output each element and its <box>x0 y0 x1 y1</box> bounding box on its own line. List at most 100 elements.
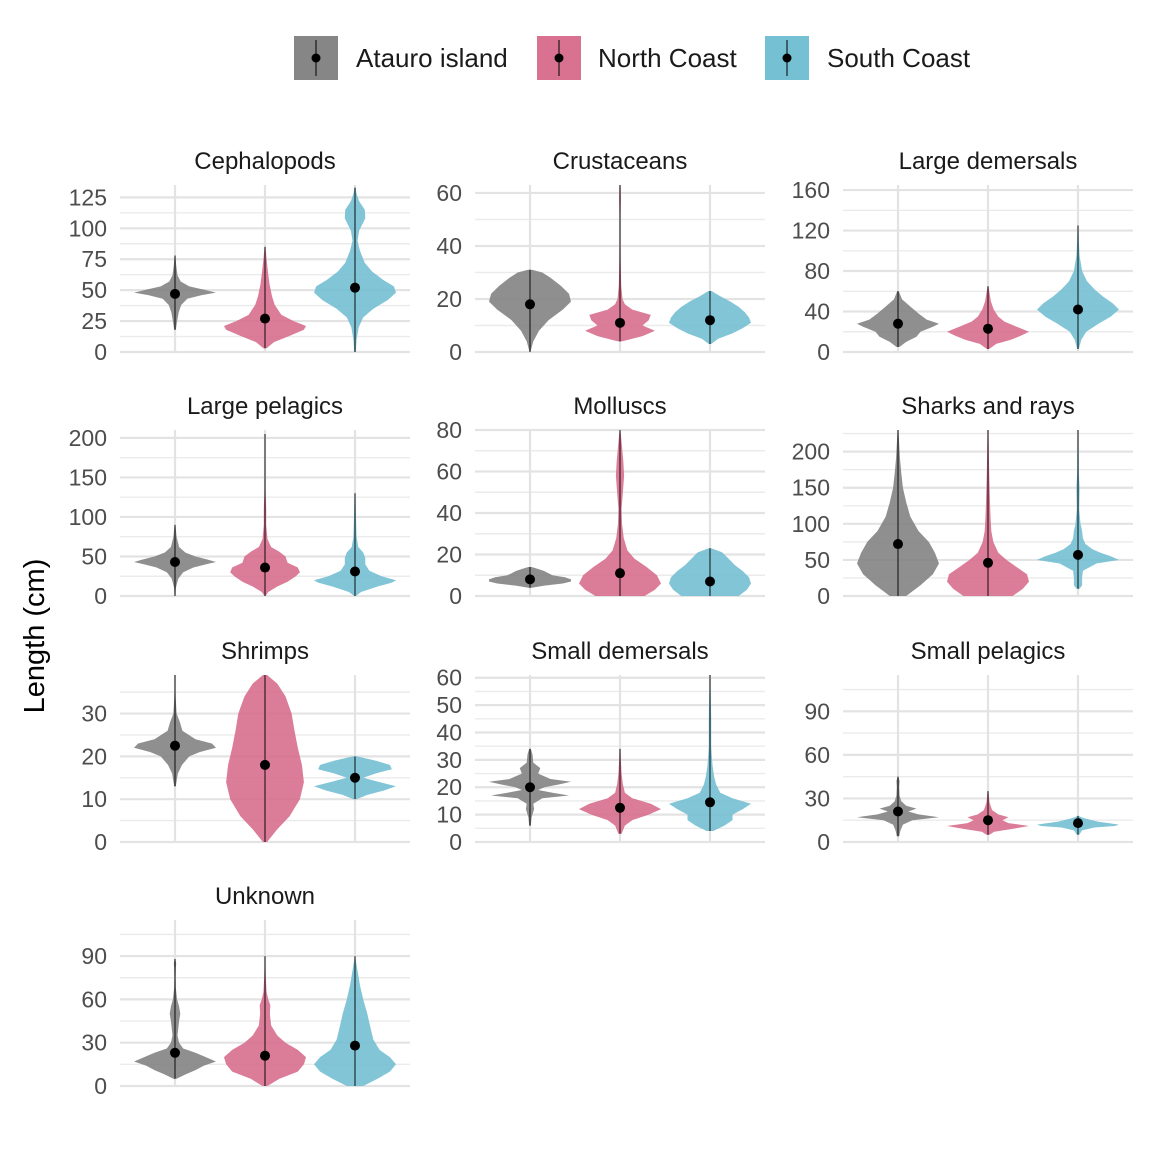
violin-north-coast <box>947 791 1029 835</box>
median-point <box>170 1047 180 1058</box>
violin-north-coast <box>224 246 306 349</box>
median-point <box>525 574 535 585</box>
panel-large-pelagics: Large pelagics 0 50 100 150 200 <box>69 393 410 609</box>
violin-south-coast <box>314 187 396 352</box>
panel-title: Molluscs <box>573 393 666 420</box>
y-tick-label: 0 <box>449 829 462 855</box>
median-point <box>893 806 903 817</box>
median-point <box>615 568 625 579</box>
panel-large-demersals: Large demersals 0 40 80 120 160 <box>792 148 1133 365</box>
y-tick-label: 50 <box>804 547 830 573</box>
violin-north-coast <box>585 185 655 342</box>
y-tick-label: 40 <box>804 299 830 325</box>
median-point <box>1073 549 1083 560</box>
y-tick-label: 100 <box>69 215 107 241</box>
median-point <box>983 815 993 826</box>
y-tick-label: 75 <box>81 246 107 272</box>
y-tick-label: 10 <box>81 786 107 812</box>
panel-cephalopods: Cephalopods 0 25 50 75 100 125 <box>69 148 410 365</box>
legend-key-point <box>554 53 564 63</box>
y-tick-label: 50 <box>81 543 107 569</box>
y-tick-label: 0 <box>94 583 107 609</box>
legend-item-north-coast: North Coast <box>537 36 737 80</box>
y-axis-label: Length (cm) <box>19 559 51 714</box>
violin-atauro-island <box>134 255 216 330</box>
median-point <box>705 797 715 808</box>
median-point <box>260 1050 270 1061</box>
panel-sharks-and-rays: Sharks and rays 0 50 100 150 200 <box>792 393 1133 609</box>
y-tick-label: 0 <box>817 339 830 365</box>
median-point <box>260 562 270 573</box>
panel-title: Crustaceans <box>553 148 688 175</box>
violin-south-coast <box>314 493 396 596</box>
y-tick-label: 40 <box>436 233 462 259</box>
y-tick-label: 200 <box>69 425 107 451</box>
y-tick-label: 80 <box>436 417 462 443</box>
legend-item-south-coast: South Coast <box>765 36 971 80</box>
facet-panels: Cephalopods0255075100125Crustaceans02040… <box>69 148 1133 1099</box>
median-point <box>705 315 715 326</box>
y-tick-label: 60 <box>436 180 462 206</box>
median-point <box>350 566 360 577</box>
y-tick-label: 0 <box>817 583 830 609</box>
panel-unknown: Unknown 0 30 60 90 <box>81 883 410 1099</box>
panel-title: Unknown <box>215 883 315 910</box>
violin-north-coast <box>579 748 661 834</box>
median-point <box>615 802 625 813</box>
y-tick-label: 60 <box>81 986 107 1012</box>
median-point <box>1073 818 1083 829</box>
median-point <box>525 782 535 793</box>
median-point <box>170 288 180 299</box>
y-tick-label: 30 <box>81 701 107 727</box>
panel-small-pelagics: Small pelagics 0 30 60 90 <box>804 638 1133 855</box>
y-tick-label: 50 <box>436 692 462 718</box>
y-tick-label: 40 <box>436 719 462 745</box>
median-point <box>705 576 715 587</box>
y-tick-label: 40 <box>436 500 462 526</box>
panel-title: Large pelagics <box>187 393 343 420</box>
violin-north-coast <box>579 430 661 596</box>
violin-atauro-island <box>134 675 216 787</box>
violin-atauro-island <box>857 430 939 596</box>
y-tick-label: 30 <box>81 1030 107 1056</box>
violin-north-coast <box>224 956 306 1086</box>
median-point <box>893 318 903 329</box>
legend-key-point <box>782 53 792 63</box>
y-tick-label: 100 <box>69 504 107 530</box>
legend-key-point <box>311 53 321 63</box>
median-point <box>1073 304 1083 315</box>
violin-north-coast <box>226 675 304 842</box>
median-point <box>983 323 993 334</box>
y-tick-label: 25 <box>81 308 107 334</box>
y-tick-label: 0 <box>94 339 107 365</box>
y-tick-label: 60 <box>436 665 462 691</box>
panel-title: Small pelagics <box>911 638 1066 665</box>
y-tick-label: 0 <box>449 583 462 609</box>
y-tick-label: 150 <box>69 464 107 490</box>
y-tick-label: 150 <box>792 475 830 501</box>
y-tick-label: 20 <box>436 542 462 568</box>
panel-title: Large demersals <box>899 148 1078 175</box>
y-tick-label: 125 <box>69 184 107 210</box>
y-tick-label: 0 <box>817 829 830 855</box>
legend: Atauro island North Coast South Coast <box>294 36 971 80</box>
panel-shrimps: Shrimps 0 10 20 30 <box>81 638 410 855</box>
violin-south-coast <box>1037 430 1119 589</box>
y-tick-label: 90 <box>804 698 830 724</box>
violin-atauro-island <box>134 958 216 1079</box>
violin-atauro-island <box>489 269 571 352</box>
median-point <box>170 740 180 751</box>
violin-north-coast <box>230 433 300 596</box>
violin-south-coast <box>1037 225 1119 349</box>
panel-crustaceans: Crustaceans 0 20 40 60 <box>436 148 765 365</box>
y-tick-label: 0 <box>94 829 107 855</box>
y-tick-label: 60 <box>436 459 462 485</box>
violin-south-coast <box>1037 815 1119 835</box>
violin-atauro-island <box>857 776 939 837</box>
violin-north-coast <box>947 286 1029 349</box>
median-point <box>170 557 180 568</box>
y-tick-label: 30 <box>436 747 462 773</box>
legend-item-atauro-island: Atauro island <box>294 36 508 80</box>
